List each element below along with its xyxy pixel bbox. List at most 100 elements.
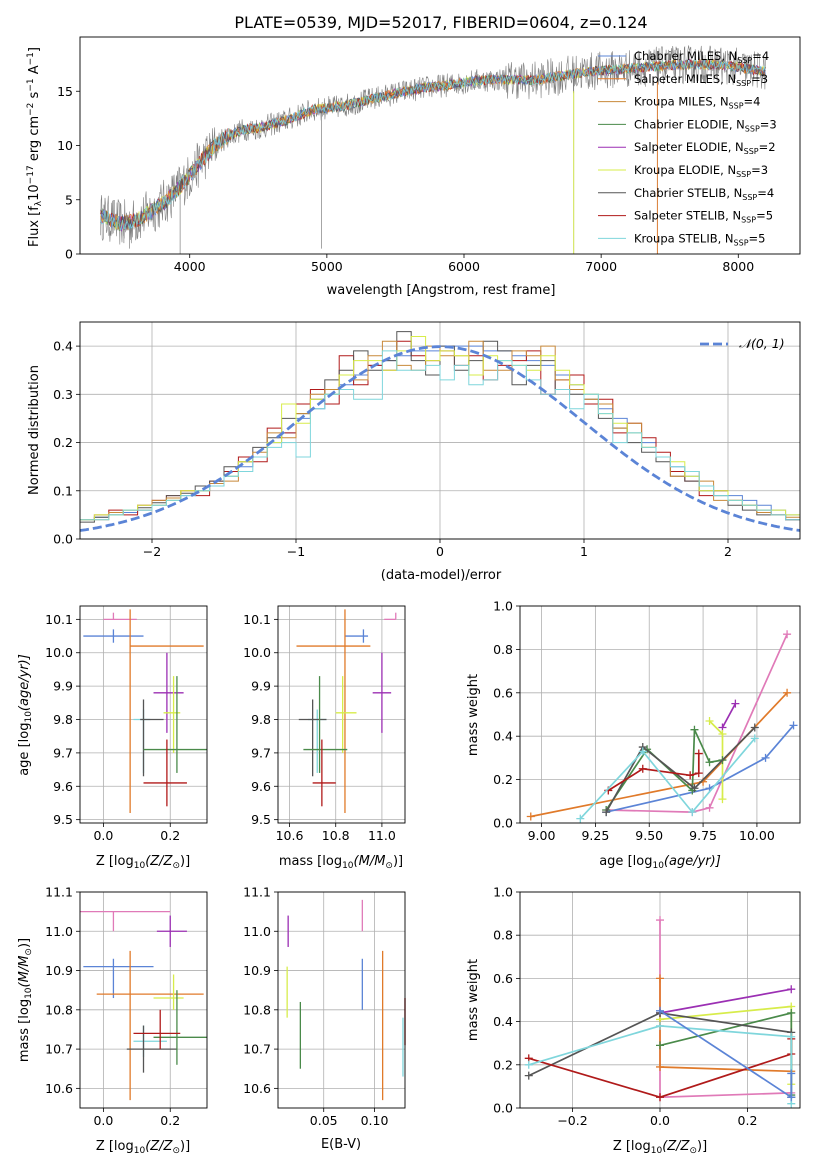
y-tick-label: 15 [57,84,73,99]
y-tick-label: 0 [65,247,73,262]
axes-frame [79,891,208,1109]
x-tick-label: 5000 [311,259,343,274]
legend-entry: Salpeter ELODIE, NSSP=2 [634,140,776,156]
mass-weight-marker [638,747,647,756]
x-tick-label: −1 [287,544,305,559]
mass-weight-marker [705,803,714,812]
x-tick-label: 1 [580,544,588,559]
x-tick-label: 4000 [174,259,206,274]
y-tick-label: 0.4 [493,729,513,744]
y-tick-label: 1.0 [493,885,513,900]
massweight-vs-z-panel: Z [log10(Z/Z⊙)] mass weight −0.2 0.0 0.2 0.… [466,885,801,1156]
plot-area [80,910,207,1101]
y-tick-label: 0.1 [53,483,73,498]
mass-weight-marker [690,784,699,793]
y-tick-label: 9.7 [53,745,73,760]
y-tick-label: 9.6 [53,779,73,794]
legend-label: Kroupa MILES, N [634,95,729,109]
y-tick-label: 10.9 [243,963,271,978]
y-tick-label: 10.0 [45,645,73,660]
legend-entry: Chabrier STELIB, NSSP=4 [634,186,774,202]
legend-sub: SSP [734,238,749,247]
y-tick-label: 0.8 [493,928,513,943]
mw-age-y-label: mass weight [466,674,481,756]
mass-weight-marker [690,725,699,734]
legend-sub: SSP [737,56,752,65]
y-tick-label: 10.9 [45,963,73,978]
y-tick-label: 11.1 [45,885,73,900]
y-tick-label: 10.8 [45,1002,73,1017]
mass-weight-marker [656,916,664,925]
legend-entry: Salpeter MILES, NSSP=3 [634,72,768,88]
y-tick-label: 0.2 [493,772,513,787]
x-tick-label: 9.00 [528,828,556,843]
legend-label: Kroupa STELIB, N [634,231,734,245]
x-tick-label: 10.8 [322,828,350,843]
legend-entry: Chabrier ELODIE, NSSP=3 [634,117,777,133]
x-tick-label: −0.2 [557,1113,587,1128]
y-tick-label: 10 [57,138,73,153]
mass-weight-marker [787,1069,796,1078]
y-tick-label: 0.8 [493,642,513,657]
y-tick-label: 0.4 [493,1014,513,1029]
spectrum-model-line [100,59,766,230]
mw-z-y-label: mass weight [466,959,481,1041]
legend-value: =2 [759,140,776,154]
mass-weight-marker [718,795,727,804]
y-tick-label: 10.1 [243,612,271,627]
y-tick-label: 10.7 [45,1042,73,1057]
y-tick-label: 9.5 [251,812,271,827]
age-vs-mass-panel: mass [log10(M/M⊙)] 10.6 10.8 11.0 9.5 9.6 9.7… [243,605,406,871]
x-tick-label: 0 [436,544,444,559]
mass-weight-marker [761,753,770,762]
mass-weight-marker [656,1093,664,1102]
mass-weight-marker [694,749,703,758]
y-tick-label: 0.2 [493,1057,513,1072]
x-tick-label: 0.2 [160,828,180,843]
y-tick-label: 11.0 [243,924,271,939]
mass-vs-ebv-panel: E(B-V) 0.05 0.10 10.6 10.7 10.8 10.9 11.0 11.1 [243,885,406,1152]
legend-sub: SSP [729,102,744,111]
mass-weight-marker [526,812,535,821]
age-vs-z-panel: Z [log10(Z/Z⊙)] age [log10(age/yr)] 0.0 0… [17,605,208,871]
histogram-y-label: Normed distribution [27,365,42,495]
y-tick-label: 0.0 [493,1101,513,1116]
mass-weight-marker [783,688,792,697]
y-tick-label: 11.0 [45,924,73,939]
plot-area [524,916,796,1108]
mass-weight-line [606,724,795,813]
mass-weight-marker [705,758,714,767]
spectrum-y-label: Flux [fλ10−17 erg cm−2 s−1 A−1] [26,47,44,247]
legend-value: =4 [744,95,761,109]
mass-weight-marker [656,1041,664,1050]
mass-weight-marker [602,808,611,817]
grid-lines [520,605,800,824]
mass-weight-marker [656,1021,664,1030]
plot-area [286,899,406,1101]
legend-label: Chabrier STELIB, N [634,186,742,200]
mass-weight-marker [750,734,759,743]
mass-z-x-label: Z [log10(Z/Z⊙)] [96,1139,190,1156]
x-tick-label: 10.6 [276,828,304,843]
plot-area [79,331,801,532]
y-tick-label: 0.6 [493,685,513,700]
mass-weight-marker [750,723,759,732]
mass-weight-marker [783,630,792,639]
x-tick-label: 0.0 [93,828,113,843]
legend-sub: SSP [744,147,759,156]
y-tick-label: 10.0 [243,645,271,660]
y-tick-label: 0.0 [493,816,513,831]
mw-z-x-label: Z [log10(Z/Z⊙)] [613,1139,707,1156]
legend-label: Salpeter ELODIE, N [634,140,744,154]
mass-weight-marker [688,808,697,817]
legend-label: Salpeter STELIB, N [634,209,741,223]
mass-weight-marker [787,1093,796,1102]
plot-area [83,609,207,813]
y-tick-label: 0.4 [53,339,73,354]
spectrum-x-label: wavelength [Angstrom, rest frame] [327,283,556,298]
mass-weight-marker [638,764,647,773]
axes-frame [277,605,406,824]
y-tick-label: 10.7 [243,1042,271,1057]
gaussian-curve [79,345,801,532]
